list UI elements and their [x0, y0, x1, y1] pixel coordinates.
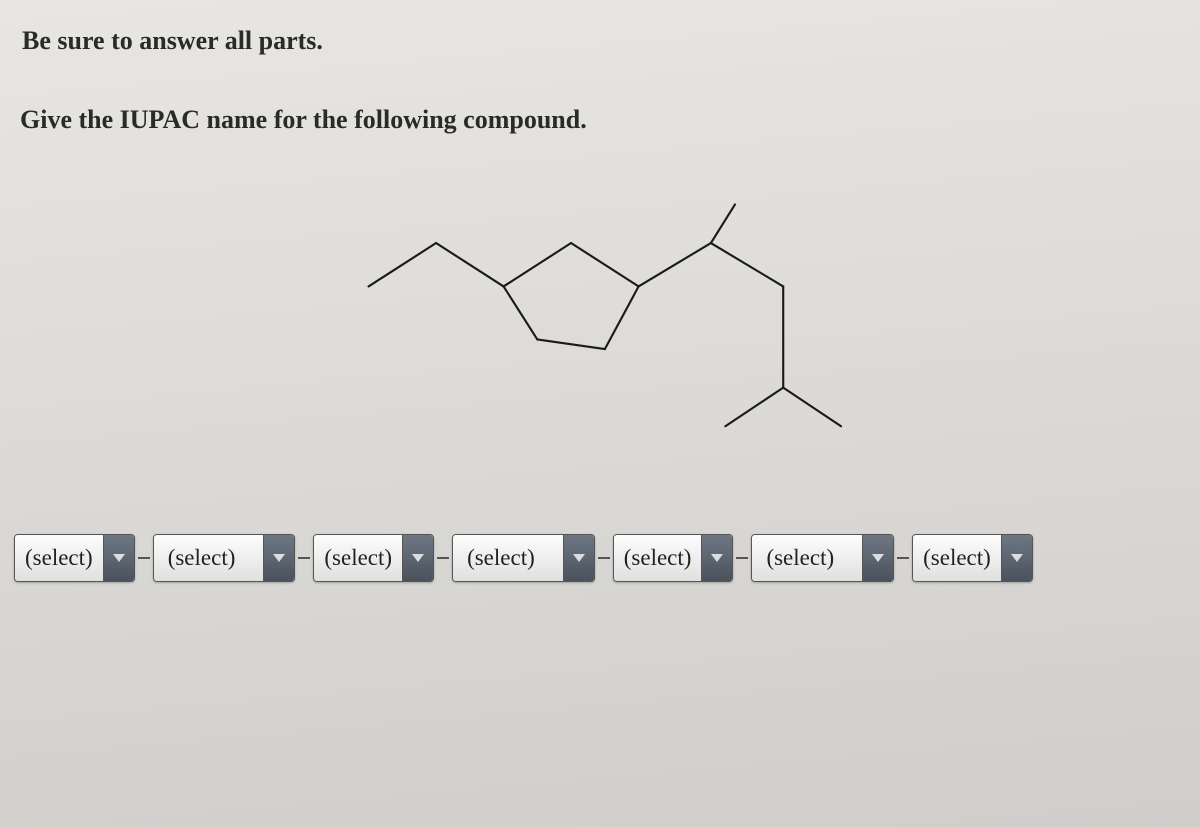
iupac-part-select-1[interactable]: (select): [14, 534, 135, 582]
separator-dash: [138, 557, 150, 559]
compound-structure: [330, 175, 870, 475]
select-label: (select): [614, 535, 702, 581]
chevron-down-icon: [103, 535, 134, 581]
iupac-part-select-2[interactable]: (select): [153, 534, 296, 582]
separator-dash: [298, 557, 310, 559]
chevron-down-icon: [701, 535, 732, 581]
chevron-down-icon: [563, 535, 594, 581]
separator-dash: [598, 557, 610, 559]
instruction-line-1: Be sure to answer all parts.: [22, 26, 323, 56]
chevron-down-icon: [862, 535, 893, 581]
iupac-part-select-7[interactable]: (select): [912, 534, 1033, 582]
chevron-down-icon: [263, 535, 294, 581]
iupac-part-select-5[interactable]: (select): [613, 534, 734, 582]
select-label: (select): [314, 535, 402, 581]
separator-dash: [437, 557, 449, 559]
separator-dash: [897, 557, 909, 559]
select-label: (select): [154, 535, 264, 581]
chevron-down-icon: [402, 535, 433, 581]
instruction-line-2: Give the IUPAC name for the following co…: [20, 105, 587, 135]
select-label: (select): [453, 535, 563, 581]
select-label: (select): [752, 535, 862, 581]
select-label: (select): [913, 535, 1001, 581]
iupac-part-select-3[interactable]: (select): [313, 534, 434, 582]
iupac-part-select-4[interactable]: (select): [452, 534, 595, 582]
select-label: (select): [15, 535, 103, 581]
answer-dropdown-row: (select) (select) (select) (select) (select)…: [14, 534, 1033, 582]
iupac-part-select-6[interactable]: (select): [751, 534, 894, 582]
chevron-down-icon: [1001, 535, 1032, 581]
separator-dash: [736, 557, 748, 559]
